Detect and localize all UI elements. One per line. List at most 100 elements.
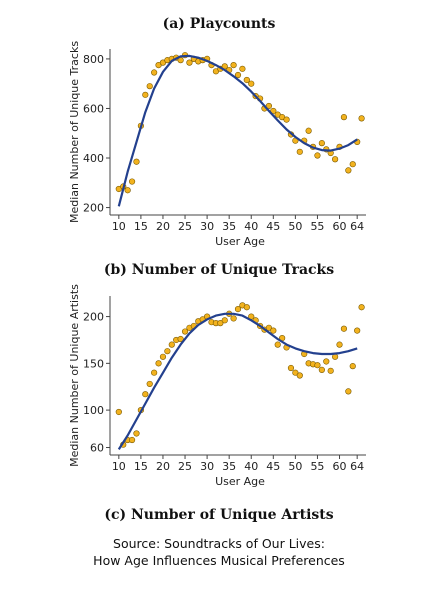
fit-curve bbox=[117, 312, 358, 450]
data-point bbox=[345, 388, 352, 395]
data-point bbox=[358, 115, 365, 122]
panel-b-caption: (b) Number of Unique Tracks bbox=[103, 262, 335, 278]
data-point bbox=[336, 341, 343, 348]
data-point bbox=[358, 304, 365, 311]
data-point bbox=[287, 364, 295, 372]
x-tick-label: 55 bbox=[310, 460, 324, 473]
data-point bbox=[234, 71, 242, 79]
data-point bbox=[248, 80, 255, 87]
data-point bbox=[296, 148, 303, 155]
data-point bbox=[345, 167, 352, 174]
x-tick-label: 50 bbox=[288, 220, 302, 233]
data-point bbox=[349, 161, 356, 168]
data-point bbox=[354, 327, 361, 334]
x-tick-label: 25 bbox=[178, 220, 192, 233]
x-tick-label: 15 bbox=[134, 460, 148, 473]
data-point bbox=[340, 114, 348, 121]
data-point bbox=[221, 317, 228, 324]
data-point bbox=[270, 107, 277, 115]
y-tick-label: 60 bbox=[90, 442, 104, 455]
y-tick-label: 800 bbox=[83, 53, 104, 66]
data-point bbox=[177, 335, 184, 343]
data-point bbox=[332, 156, 339, 163]
x-tick-label: 35 bbox=[222, 460, 236, 473]
x-tick-label: 60 bbox=[333, 220, 347, 233]
data-point bbox=[292, 369, 299, 376]
x-tick-label: 40 bbox=[244, 220, 258, 233]
data-point bbox=[239, 65, 246, 72]
x-tick-label: 64 bbox=[350, 220, 364, 233]
y-tick-label: 600 bbox=[83, 102, 104, 115]
data-point bbox=[142, 91, 149, 98]
data-point bbox=[340, 325, 348, 332]
data-point bbox=[155, 360, 162, 367]
data-point bbox=[151, 369, 158, 376]
x-tick-label: 20 bbox=[156, 220, 170, 233]
x-tick-label: 60 bbox=[333, 460, 347, 473]
data-point bbox=[327, 367, 334, 374]
data-point bbox=[128, 178, 136, 185]
x-tick-label: 30 bbox=[200, 460, 214, 473]
data-point bbox=[217, 320, 224, 327]
x-tick-label: 10 bbox=[112, 220, 126, 233]
data-point bbox=[186, 59, 193, 66]
x-tick-label: 30 bbox=[200, 220, 214, 233]
data-point bbox=[314, 152, 321, 159]
data-point bbox=[318, 366, 325, 373]
data-point bbox=[181, 328, 189, 335]
x-tick-label: 10 bbox=[112, 460, 126, 473]
data-point bbox=[305, 127, 312, 134]
x-axis-label: User Age bbox=[215, 235, 265, 248]
data-point bbox=[318, 140, 325, 147]
y-tick-label: 400 bbox=[83, 152, 104, 165]
x-tick-label: 15 bbox=[134, 220, 148, 233]
source-line-2: How Age Influences Musical Preferences bbox=[93, 553, 345, 568]
data-point bbox=[115, 408, 122, 416]
y-axis-label: Median Number of Unique Tracks bbox=[68, 41, 81, 223]
data-point bbox=[323, 358, 330, 365]
data-point bbox=[230, 315, 237, 322]
data-point bbox=[230, 62, 237, 69]
panel-a-caption: (a) Playcounts bbox=[162, 16, 276, 32]
x-tick-label: 50 bbox=[288, 460, 302, 473]
x-tick-label: 45 bbox=[266, 220, 280, 233]
data-point bbox=[274, 341, 281, 348]
data-point bbox=[128, 436, 136, 444]
data-point bbox=[314, 362, 321, 369]
data-point bbox=[133, 430, 140, 437]
data-point bbox=[349, 363, 356, 370]
x-tick-label: 20 bbox=[156, 460, 170, 473]
data-point bbox=[283, 116, 290, 123]
source-line-1: Source: Soundtracks of Our Lives: bbox=[113, 536, 325, 551]
data-point bbox=[159, 353, 167, 360]
data-point bbox=[133, 158, 140, 165]
fit-curve bbox=[117, 54, 358, 207]
y-tick-label: 200 bbox=[83, 311, 104, 324]
data-point bbox=[296, 372, 303, 379]
panel-c-caption: (c) Number of Unique Artists bbox=[104, 507, 334, 523]
data-point bbox=[243, 304, 250, 311]
x-tick-label: 35 bbox=[222, 220, 236, 233]
data-point bbox=[243, 76, 250, 84]
x-axis-label: User Age bbox=[215, 475, 265, 488]
x-tick-label: 40 bbox=[244, 460, 258, 473]
data-point bbox=[270, 327, 277, 334]
data-point bbox=[234, 305, 242, 313]
data-point bbox=[146, 83, 153, 90]
y-axis-label: Median Number of Unique Artists bbox=[68, 284, 81, 467]
y-tick-label: 200 bbox=[83, 202, 104, 215]
data-point bbox=[168, 341, 175, 348]
chart-playcounts: 200 400 600 800 10 15 20 25 30 35 40 45 50 55 60 64 User… bbox=[68, 41, 366, 248]
data-point bbox=[151, 69, 158, 76]
y-tick-label: 150 bbox=[83, 357, 104, 370]
data-point bbox=[124, 187, 131, 194]
data-point bbox=[164, 348, 171, 355]
x-tick-label: 45 bbox=[266, 460, 280, 473]
x-tick-label: 64 bbox=[350, 460, 364, 473]
data-point bbox=[146, 380, 153, 388]
x-tick-label: 25 bbox=[178, 460, 192, 473]
x-tick-label: 55 bbox=[310, 220, 324, 233]
data-point bbox=[142, 391, 149, 398]
y-tick-label: 100 bbox=[83, 404, 104, 417]
